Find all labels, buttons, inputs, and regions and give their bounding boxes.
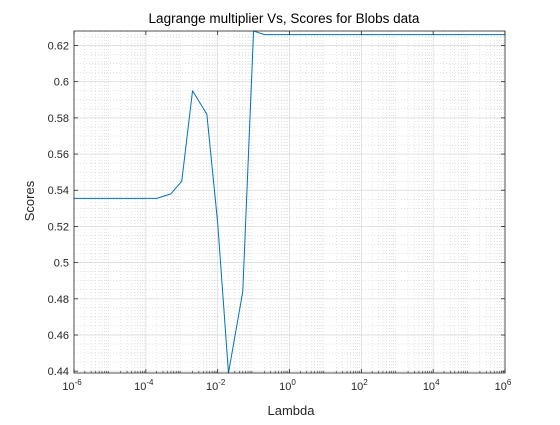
x-tick-exponent: 2 [363, 378, 368, 387]
x-tick-label: 10-2 [206, 378, 226, 393]
x-tick-label: 100 [279, 378, 296, 393]
x-tick-exponent: -6 [75, 378, 83, 387]
x-tick-base: 10 [495, 381, 507, 393]
x-axis-label: Lambda [268, 403, 316, 418]
y-tick-label: 0.48 [48, 294, 69, 306]
series-line-0 [74, 30, 505, 374]
y-tick-label: 0.58 [48, 113, 69, 125]
x-tick-base: 10 [206, 381, 218, 393]
y-tick-label: 0.46 [48, 330, 69, 342]
x-tick-exponent: -2 [218, 378, 226, 387]
x-tick-label: 10-4 [134, 378, 154, 393]
y-axis-label: Scores [22, 180, 37, 221]
x-tick-label: 10-6 [62, 378, 82, 393]
y-tick-label: 0.44 [48, 366, 69, 378]
minor-grid [74, 31, 505, 373]
x-tick-exponent: 6 [507, 378, 512, 387]
y-tick-label: 0.5 [54, 258, 69, 270]
x-tick-labels: 10-6 10-4 10-2 100 102 104 106 [62, 378, 512, 393]
x-tick-label: 106 [495, 378, 512, 393]
x-tick-base: 10 [423, 381, 435, 393]
x-tick-label: 104 [423, 378, 440, 393]
series-layer [74, 30, 505, 374]
x-tick-label: 102 [351, 378, 368, 393]
y-tick-label: 0.62 [48, 40, 69, 52]
x-tick-exponent: -4 [146, 378, 154, 387]
y-tick-labels: 0.44 0.46 0.48 0.5 0.52 0.54 0.56 0.58 0.6 0.62 [48, 40, 69, 378]
y-tick-label: 0.56 [48, 149, 69, 161]
x-tick-exponent: 0 [291, 378, 296, 387]
tick-marks [73, 31, 506, 373]
y-tick-label: 0.54 [48, 185, 69, 197]
x-tick-base: 10 [351, 381, 363, 393]
x-tick-base: 10 [62, 381, 74, 393]
x-tick-exponent: 4 [435, 378, 440, 387]
y-tick-label: 0.6 [54, 77, 69, 89]
chart-title: Lagrange multiplier Vs, Scores for Blobs… [149, 11, 420, 26]
y-tick-label: 0.52 [48, 221, 69, 233]
x-tick-base: 10 [279, 381, 291, 393]
x-tick-base: 10 [134, 381, 146, 393]
